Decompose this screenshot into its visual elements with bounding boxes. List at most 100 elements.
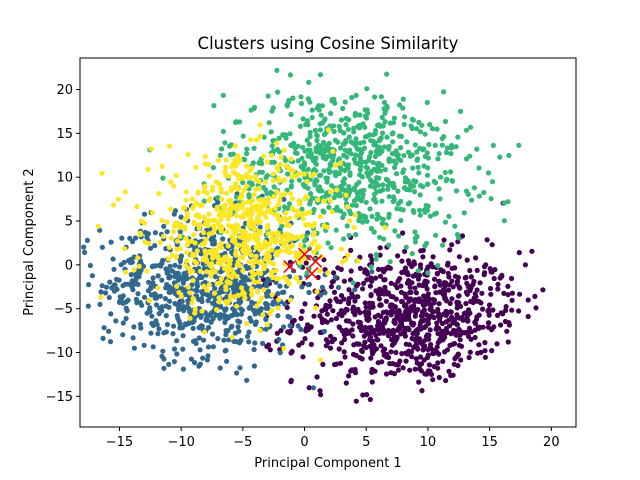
x-axis-ticks: −15 −10 −5 0 5 10 15 20 (106, 427, 560, 450)
data-point (452, 273, 458, 279)
data-point (435, 365, 441, 371)
data-point (443, 149, 449, 156)
data-point (404, 280, 410, 286)
data-point (426, 362, 432, 368)
data-point (179, 275, 185, 281)
data-point (311, 249, 317, 255)
data-point (135, 255, 141, 261)
data-point (166, 361, 172, 367)
data-point (341, 130, 347, 136)
data-point (453, 188, 460, 194)
data-point (395, 156, 401, 162)
data-point (332, 137, 338, 143)
data-point (419, 122, 425, 128)
data-point (145, 166, 151, 172)
data-point (330, 308, 336, 314)
data-point (281, 196, 287, 202)
data-point (368, 150, 374, 156)
data-point (354, 294, 360, 300)
x-axis-label: Principal Component 1 (254, 456, 401, 471)
data-point (249, 299, 255, 305)
data-point (303, 222, 309, 228)
data-point (117, 298, 123, 304)
data-point (390, 131, 396, 137)
data-point (290, 95, 296, 101)
data-point (271, 193, 277, 200)
data-point (383, 354, 390, 360)
data-point (407, 187, 413, 193)
data-point (217, 299, 223, 305)
data-point (150, 344, 156, 350)
data-point (368, 355, 374, 361)
data-point (163, 313, 169, 319)
data-point (333, 162, 339, 168)
data-point (399, 351, 405, 357)
data-point (281, 177, 287, 183)
data-point (360, 121, 366, 127)
data-point (318, 292, 324, 298)
data-point (226, 267, 232, 273)
data-point (375, 266, 382, 272)
data-point (355, 195, 361, 201)
data-point (239, 285, 245, 291)
data-point (447, 309, 453, 315)
data-point (410, 183, 417, 189)
data-point (447, 342, 453, 348)
y-tick-label: −15 (46, 390, 73, 405)
data-point (187, 290, 193, 296)
data-point (290, 207, 296, 213)
data-point (359, 149, 365, 155)
data-point (444, 347, 451, 353)
data-point (269, 269, 275, 275)
data-point (178, 293, 184, 299)
data-point (328, 284, 334, 290)
data-point (425, 155, 431, 161)
data-point (341, 181, 347, 187)
data-point (217, 303, 223, 309)
data-point (385, 333, 391, 339)
data-point (175, 277, 181, 283)
data-point (338, 266, 344, 272)
data-point (327, 189, 334, 195)
data-point (387, 120, 393, 126)
data-point (187, 315, 193, 321)
data-point (401, 121, 407, 127)
data-point (259, 295, 265, 301)
data-point (346, 373, 352, 379)
data-point (456, 326, 462, 333)
data-point (325, 240, 331, 246)
data-point (270, 274, 276, 281)
data-point (371, 229, 377, 235)
data-point (444, 329, 450, 335)
data-point (372, 94, 378, 100)
data-point (350, 304, 356, 310)
data-point (233, 212, 239, 219)
data-point (319, 103, 325, 109)
data-point (323, 143, 329, 149)
data-point (337, 299, 343, 305)
data-point (210, 315, 216, 321)
data-point (398, 217, 404, 224)
data-point (448, 145, 455, 151)
data-point (344, 204, 351, 210)
data-point (488, 196, 494, 202)
data-point (167, 287, 173, 294)
data-point (224, 229, 230, 235)
data-point (240, 179, 246, 186)
data-point (177, 233, 183, 239)
data-point (491, 324, 497, 330)
data-point (108, 239, 114, 245)
data-point (82, 249, 88, 255)
data-point (337, 193, 343, 199)
data-point (264, 293, 270, 299)
data-point (325, 153, 332, 159)
data-point (357, 172, 363, 178)
data-point (509, 307, 515, 313)
data-point (343, 192, 349, 198)
data-point (273, 235, 279, 242)
data-point (213, 307, 220, 313)
data-point (296, 198, 302, 204)
data-point (127, 235, 133, 241)
data-point (380, 325, 386, 331)
data-point (346, 232, 352, 238)
